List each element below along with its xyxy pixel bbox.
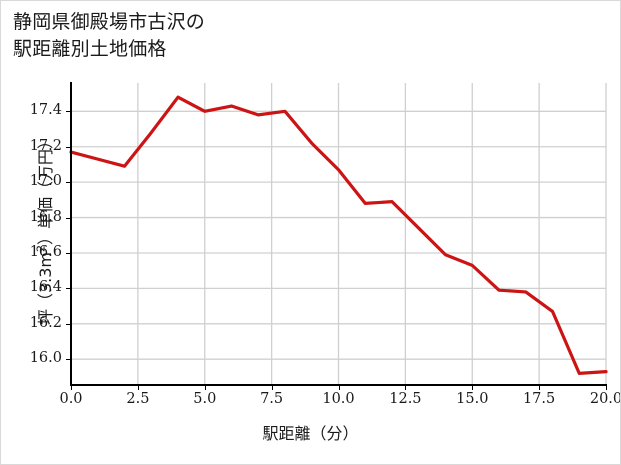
x-tick-mark: [137, 386, 139, 390]
y-axis-label: 坪（3.3m2）単価（万円）: [32, 79, 56, 379]
x-tick-mark: [472, 386, 474, 390]
data-line-series: [69, 95, 608, 375]
x-tick-mark: [71, 386, 72, 390]
y-tick-mark: [66, 217, 70, 219]
x-tick-mark: [405, 386, 407, 390]
plot-area: [69, 83, 608, 384]
y-tick-label: 16.2: [29, 314, 62, 331]
y-tick-mark: [66, 359, 70, 361]
x-tick-mark: [539, 386, 541, 390]
x-tick-label: 12.5: [389, 391, 422, 407]
x-tick-label: 15.0: [456, 391, 489, 407]
x-tick-label: 5.0: [193, 391, 217, 407]
x-axis-label: 駅距離（分）: [262, 424, 359, 443]
y-tick-label: 16.6: [29, 244, 62, 260]
x-tick-mark: [606, 386, 607, 390]
page-title: 静岡県御殿場市古沢の 駅距離別土地価格: [13, 11, 206, 60]
y-tick-label: 17.0: [29, 173, 62, 190]
y-tick-label: 16.0: [29, 350, 62, 367]
y-tick-mark: [66, 111, 70, 113]
grid-lines: [70, 83, 607, 384]
x-tick-label: 0.0: [59, 391, 83, 407]
x-tick-mark: [338, 386, 340, 390]
y-tick-mark: [66, 146, 70, 148]
y-axis-label-superscript: 2: [34, 244, 48, 252]
y-tick-mark: [66, 288, 70, 290]
y-axis-spine: [70, 82, 72, 385]
x-tick-label: 7.5: [260, 391, 284, 407]
x-tick-mark: [271, 386, 273, 390]
y-tick-mark: [66, 253, 70, 254]
y-tick-label: 17.2: [29, 137, 62, 154]
y-tick-label: 17.4: [29, 102, 62, 119]
x-tick-mark: [204, 386, 206, 390]
y-tick-mark: [66, 182, 70, 184]
y-tick-mark: [66, 323, 70, 325]
y-axis-label-tail: ）単価（万円）: [36, 132, 55, 245]
x-tick-label: 20.0: [589, 391, 621, 407]
x-tick-label: 2.5: [126, 391, 150, 407]
y-tick-label: 16.8: [29, 208, 62, 225]
y-axis-label-main: 坪（3.3m: [36, 251, 55, 326]
x-tick-label: 10.0: [322, 391, 355, 407]
x-axis-spine: [70, 384, 607, 386]
x-tick-label: 17.5: [522, 391, 556, 407]
y-tick-label: 16.4: [29, 279, 62, 296]
